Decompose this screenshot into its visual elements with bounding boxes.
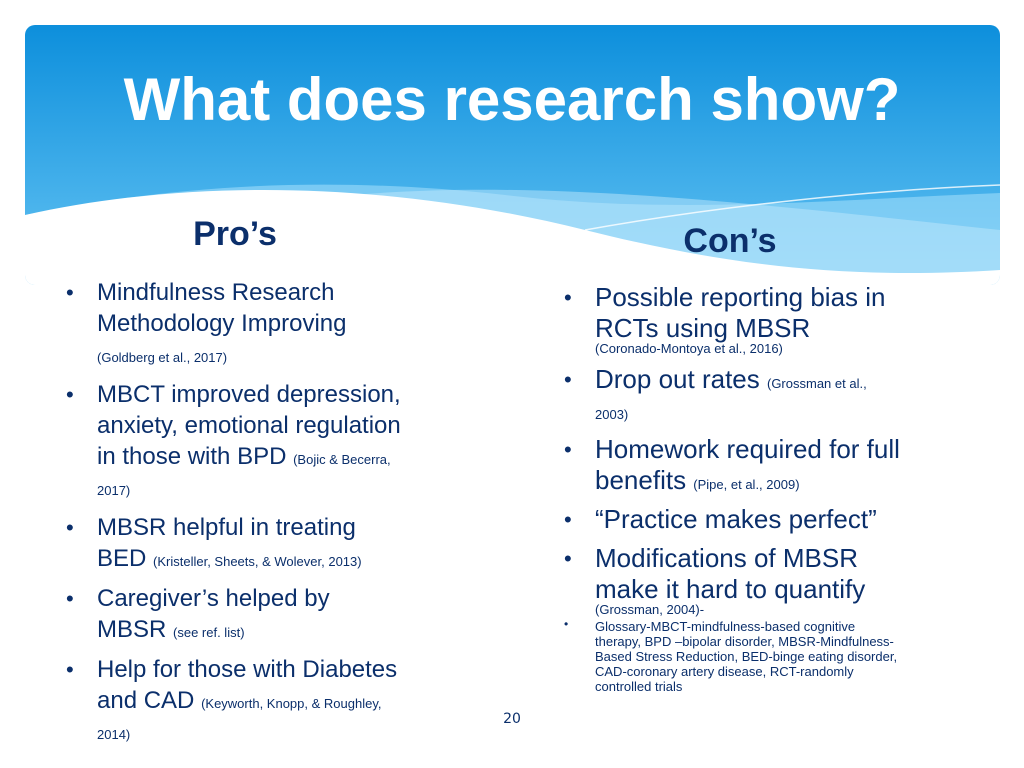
list-item: • MBCT improved depression, anxiety, emo… bbox=[62, 379, 402, 503]
bullet-icon: • bbox=[564, 285, 572, 310]
list-item: • Drop out rates (Grossman et al., 2003) bbox=[560, 364, 900, 426]
item-citation: (Grossman, 2004)- bbox=[595, 602, 705, 617]
bullet-icon: • bbox=[66, 586, 74, 611]
pros-list: • Mindfulness Research Methodology Impro… bbox=[62, 277, 402, 756]
item-text: “Practice makes perfect” bbox=[595, 504, 877, 534]
bullet-icon: • bbox=[66, 515, 74, 540]
glossary-text: Glossary-MBCT-mindfulness-based cognitiv… bbox=[595, 619, 898, 694]
item-text: Help for those with Diabetes and CAD bbox=[97, 656, 398, 714]
glossary-item: • Glossary-MBCT-mindfulness-based cognit… bbox=[560, 617, 900, 694]
item-text: Mindfulness Research Methodology Improvi… bbox=[97, 279, 347, 337]
title-banner bbox=[25, 25, 1000, 285]
pros-heading: Pro’s bbox=[193, 215, 277, 253]
item-text: Drop out rates bbox=[595, 364, 767, 394]
list-item: • Modifications of MBSR make it hard to … bbox=[560, 543, 900, 617]
bullet-icon: • bbox=[66, 657, 74, 682]
bullet-icon: • bbox=[564, 437, 572, 462]
list-item: • MBSR helpful in treating BED (Kristell… bbox=[62, 512, 402, 574]
list-item: • Help for those with Diabetes and CAD (… bbox=[62, 654, 402, 747]
item-text: Modifications of MBSR make it hard to qu… bbox=[595, 543, 866, 604]
cons-list: • Possible reporting bias in RCTs using … bbox=[560, 282, 900, 702]
list-item: • Caregiver’s helped by MBSR (see ref. l… bbox=[62, 583, 402, 645]
item-citation: (Keyworth, Knopp, & Roughley, 2014) bbox=[97, 696, 382, 742]
bullet-icon: • bbox=[564, 617, 569, 631]
list-item: • Possible reporting bias in RCTs using … bbox=[560, 282, 900, 356]
bullet-icon: • bbox=[66, 382, 74, 407]
item-text: MBSR helpful in treating BED bbox=[97, 514, 356, 572]
slide-title: What does research show? bbox=[123, 66, 901, 133]
bullet-icon: • bbox=[564, 546, 572, 571]
list-item: • Homework required for full benefits (P… bbox=[560, 434, 900, 496]
page-number: 20 bbox=[503, 711, 521, 727]
item-citation: (Pipe, et al., 2009) bbox=[693, 477, 800, 492]
item-text: Possible reporting bias in RCTs using MB… bbox=[595, 282, 886, 343]
item-text: Caregiver’s helped by MBSR bbox=[97, 585, 330, 643]
cons-heading: Con’s bbox=[683, 222, 777, 260]
item-citation: (Bojic & Becerra, 2017) bbox=[97, 452, 391, 498]
list-item: • “Practice makes perfect” bbox=[560, 504, 900, 535]
list-item: • Mindfulness Research Methodology Impro… bbox=[62, 277, 402, 370]
bullet-icon: • bbox=[66, 280, 74, 305]
wave-background bbox=[25, 25, 1000, 285]
item-citation: (Goldberg et al., 2017) bbox=[97, 350, 228, 365]
bullet-icon: • bbox=[564, 507, 572, 532]
item-citation: (see ref. list) bbox=[173, 625, 245, 640]
bullet-icon: • bbox=[564, 367, 572, 392]
item-text: MBCT improved depression, anxiety, emoti… bbox=[97, 381, 401, 470]
item-citation: (Grossman et al., 2003) bbox=[595, 376, 867, 422]
item-citation: (Coronado-Montoya et al., 2016) bbox=[595, 341, 783, 356]
item-citation: (Kristeller, Sheets, & Wolever, 2013) bbox=[153, 554, 362, 569]
item-text: Homework required for full benefits bbox=[595, 434, 900, 495]
